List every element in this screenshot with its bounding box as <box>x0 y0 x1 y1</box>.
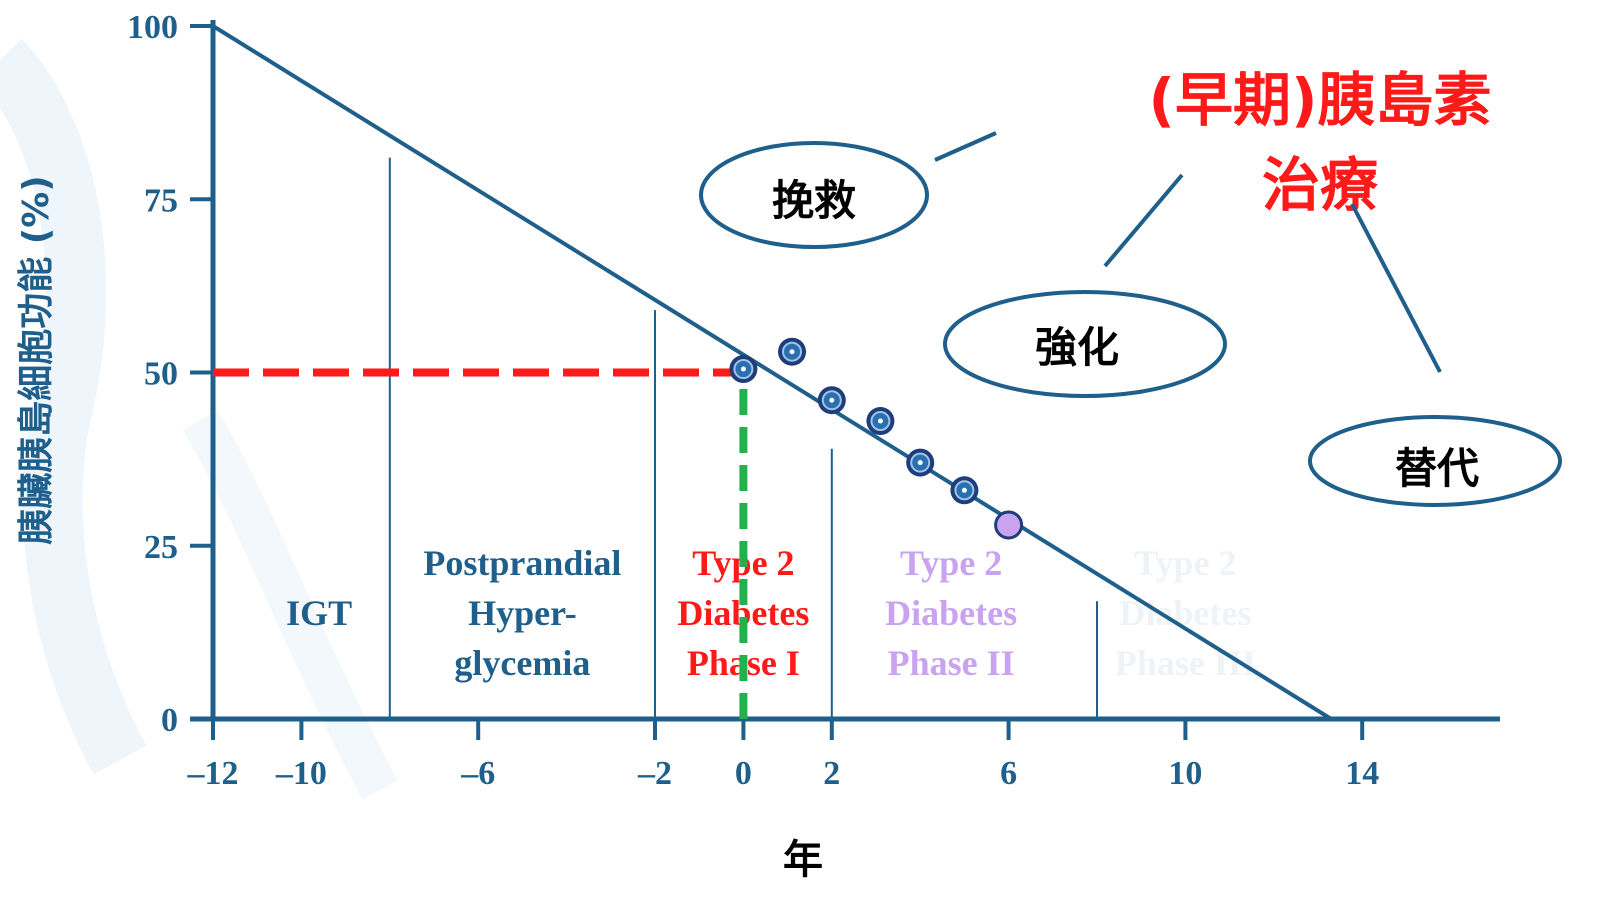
connector-replace <box>1350 203 1442 373</box>
y-tick-label: 0 <box>161 702 178 739</box>
x-tick-label: –12 <box>187 755 239 792</box>
data-point <box>950 476 979 505</box>
data-point-highlight <box>994 510 1024 540</box>
therapy-annotation: (早期)胰島素 治療 挽救 強化 替代 <box>699 66 1562 507</box>
x-tick-label: 2 <box>823 755 840 792</box>
bubble-intensify: 強化 <box>943 290 1227 398</box>
phase-label-line: Phase II <box>888 643 1015 683</box>
x-tick-label: 0 <box>735 755 752 792</box>
phase-label-line: Phase III <box>1115 643 1256 683</box>
x-tick-label: –10 <box>275 755 327 792</box>
x-tick-label: –2 <box>637 755 672 792</box>
x-tick-label: –6 <box>460 755 495 792</box>
x-axis-title: 年 <box>783 837 823 883</box>
phase-dividers <box>388 157 1098 719</box>
bubble-rescue: 挽救 <box>699 141 929 249</box>
phase-label-line: Type 2 <box>900 543 1002 583</box>
background-decoration <box>0 38 398 800</box>
x-tick-label: 14 <box>1345 755 1379 792</box>
phase-label-line: Diabetes <box>885 593 1017 633</box>
phase-label-line: IGT <box>286 593 352 633</box>
phase-label-line: glycemia <box>454 643 590 683</box>
y-tick-label: 25 <box>144 529 178 566</box>
therapy-title-line-2: 治療 <box>1262 151 1379 219</box>
phase-labels: IGT Postprandial Hyper-glycemia Type 2 Diabe… <box>286 543 1256 683</box>
y-tick-label: 100 <box>127 9 178 46</box>
data-point <box>866 407 895 436</box>
x-tick-label: 10 <box>1168 755 1202 792</box>
bubble-rescue-label: 挽救 <box>772 176 856 225</box>
phase-label-line: Postprandial <box>423 543 621 583</box>
data-point <box>778 337 807 366</box>
data-point <box>817 386 846 415</box>
data-point <box>729 355 758 384</box>
connector-rescue <box>934 131 997 162</box>
reference-lines <box>213 368 748 719</box>
bubble-replace: 替代 <box>1308 415 1562 507</box>
decline-series <box>211 24 1333 721</box>
data-points <box>729 337 1024 540</box>
y-axis-ticks: 0 25 50 75 100 <box>127 9 213 739</box>
data-point <box>906 448 935 477</box>
decline-line <box>211 24 1333 721</box>
x-axis-ticks: –12 –10 –6 –2 0 2 6 10 14 <box>187 719 1379 792</box>
bubble-intensify-label: 強化 <box>1035 323 1119 372</box>
therapy-title-line-1: (早期)胰島素 <box>1148 66 1491 134</box>
connector-intensify <box>1103 173 1184 268</box>
phase-label-line: Hyper- <box>468 593 577 633</box>
y-axis-title: 胰臟胰島細胞功能 (%) <box>16 175 57 545</box>
bubble-replace-label: 替代 <box>1395 444 1479 493</box>
y-tick-label: 75 <box>144 182 178 219</box>
x-tick-label: 6 <box>1000 755 1017 792</box>
y-tick-label: 50 <box>144 356 178 393</box>
phase-label-line: Type 2 <box>1134 543 1236 583</box>
